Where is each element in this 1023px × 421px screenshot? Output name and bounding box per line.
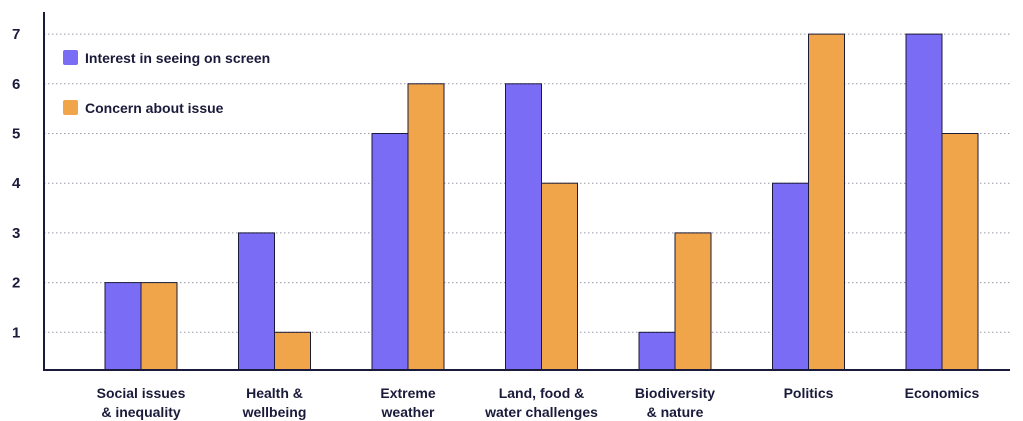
gridlines — [44, 33, 1010, 333]
x-category-label: & inequality — [101, 404, 181, 420]
bar-interest — [371, 133, 409, 371]
bar-concern — [407, 83, 445, 371]
x-category-label: Social issues — [97, 385, 186, 401]
bar-concern — [941, 133, 979, 371]
bar-concern — [541, 182, 578, 371]
x-category-label: Land, food & — [499, 385, 585, 401]
y-axis-ticks: 1 2 3 4 5 6 7 — [12, 26, 21, 341]
x-category-label: water challenges — [484, 404, 598, 420]
y-tick-label: 5 — [12, 126, 20, 143]
bars — [104, 33, 979, 371]
bar-interest — [238, 232, 275, 371]
bar-interest — [638, 331, 676, 371]
legend-label: Interest in seeing on screen — [85, 50, 270, 66]
bar-interest — [772, 182, 809, 371]
x-category-label: Economics — [905, 385, 980, 401]
x-category-label: weather — [381, 404, 435, 420]
bar-concern — [808, 33, 845, 371]
legend: Interest in seeing on screen Concern abou… — [63, 50, 270, 116]
legend-label: Concern about issue — [85, 100, 224, 116]
x-category-label: Biodiversity — [635, 385, 715, 401]
bar-interest — [505, 83, 542, 371]
x-category-label: wellbeing — [242, 404, 307, 420]
bar-interest — [104, 282, 142, 371]
bar-concern — [274, 331, 311, 371]
bar-concern — [140, 282, 178, 371]
y-tick-label: 6 — [12, 76, 20, 93]
y-tick-label: 7 — [12, 26, 20, 43]
x-axis-labels: Social issues & inequality Health & wellbei… — [97, 385, 980, 420]
x-category-label: Health & — [246, 385, 303, 401]
y-tick-label: 3 — [12, 225, 20, 242]
x-category-label: & nature — [647, 404, 704, 420]
y-tick-label: 1 — [12, 324, 20, 341]
x-category-label: Extreme — [380, 385, 435, 401]
y-tick-label: 2 — [12, 275, 20, 292]
x-category-label: Politics — [784, 385, 834, 401]
bar-concern — [674, 232, 712, 371]
legend-swatch — [63, 50, 78, 65]
legend-swatch — [63, 100, 78, 115]
axes — [43, 12, 1010, 371]
y-tick-label: 4 — [12, 175, 21, 192]
bar-interest — [905, 33, 943, 371]
